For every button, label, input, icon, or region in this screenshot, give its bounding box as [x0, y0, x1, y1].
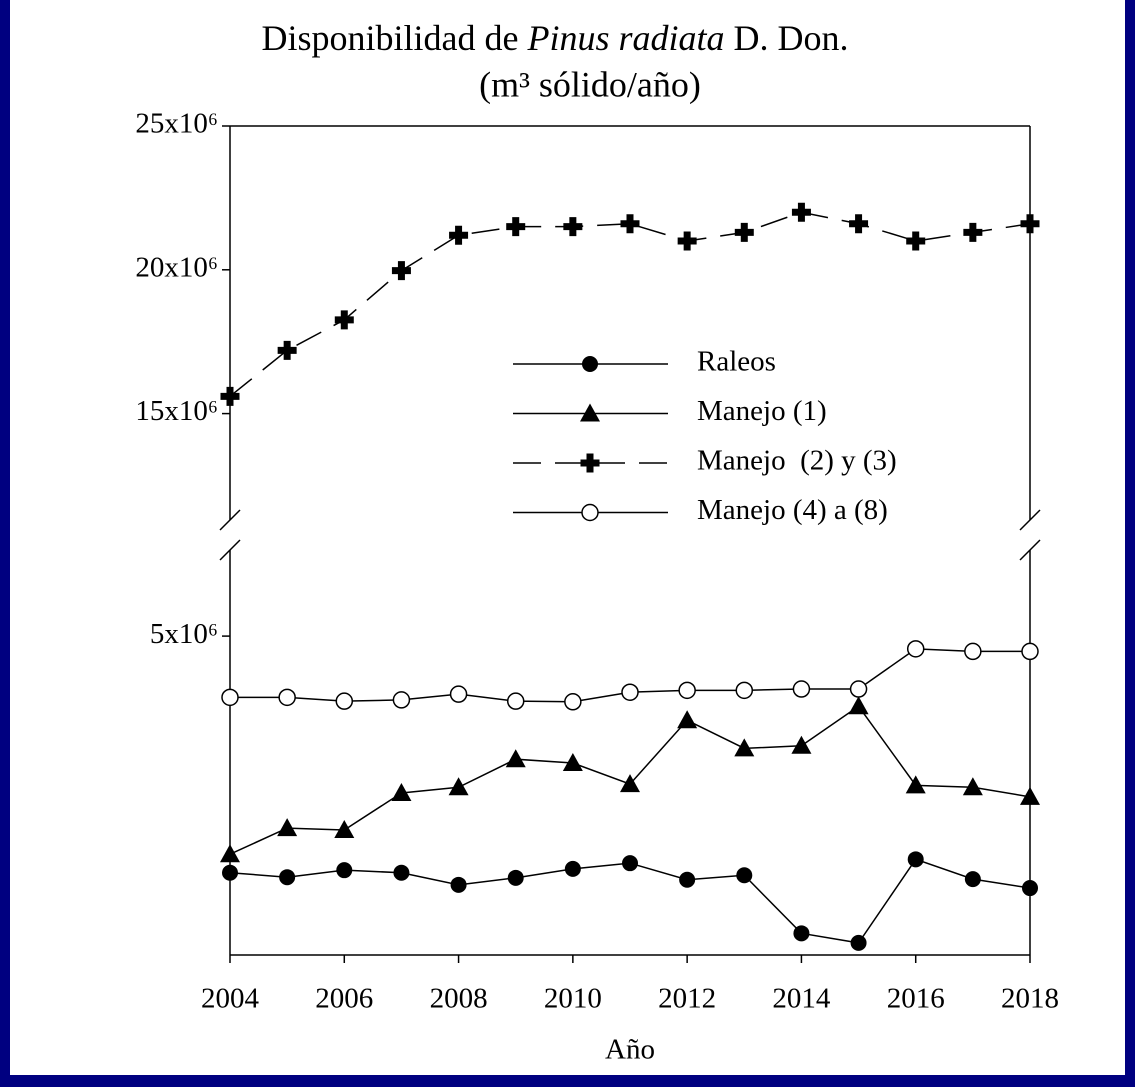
axis-break	[219, 509, 241, 531]
data-point	[450, 876, 467, 893]
data-point	[621, 683, 639, 701]
data-point	[448, 777, 469, 796]
data-point	[563, 217, 583, 237]
data-point	[222, 864, 238, 881]
series-line	[229, 211, 1031, 397]
data-point	[905, 775, 926, 794]
data-point	[334, 819, 355, 838]
data-point	[677, 231, 697, 251]
data-point	[505, 749, 526, 768]
x-tick-label: 2004	[201, 983, 260, 1015]
axis-break	[1019, 509, 1041, 531]
data-point	[507, 869, 524, 886]
data-point	[962, 777, 983, 796]
data-point	[849, 680, 868, 698]
data-point	[335, 692, 354, 710]
data-point	[849, 214, 869, 234]
data-point	[562, 753, 583, 772]
chart-title: Disponibilidad de Pinus radiata D. Don.	[262, 18, 849, 58]
data-point	[392, 691, 411, 709]
data-point	[564, 860, 581, 877]
y-tick-label: 25x10⁶	[135, 108, 218, 140]
data-point	[220, 386, 240, 406]
x-tick-label: 2006	[315, 983, 373, 1015]
chart-subtitle: (m³ sólido/año)	[479, 64, 701, 104]
data-point	[848, 696, 869, 715]
data-point	[1022, 880, 1038, 897]
data-point	[622, 855, 638, 872]
data-point	[279, 869, 296, 886]
data-point	[336, 862, 353, 879]
axis-break	[219, 539, 241, 561]
data-point	[277, 818, 298, 837]
data-point	[1020, 214, 1040, 234]
data-point	[906, 640, 925, 658]
data-point	[791, 202, 811, 222]
x-tick-label: 2016	[887, 983, 945, 1015]
x-tick-label: 2010	[544, 983, 602, 1015]
legend-marker	[582, 356, 598, 372]
legend-label: Raleos	[697, 346, 776, 378]
data-point	[735, 681, 754, 700]
data-point	[850, 934, 867, 951]
data-point	[564, 693, 582, 711]
data-point	[221, 688, 239, 707]
data-point	[277, 340, 297, 360]
data-point	[1021, 642, 1039, 661]
data-point	[793, 925, 810, 942]
data-point	[506, 692, 525, 710]
plot-background	[10, 0, 1125, 1075]
data-point	[449, 685, 468, 703]
data-point	[734, 738, 755, 757]
legend-marker	[581, 503, 599, 522]
x-tick-label: 2008	[430, 983, 488, 1015]
data-point	[964, 642, 982, 661]
legend-label: Manejo (2) y (3)	[697, 445, 897, 477]
data-point	[679, 871, 696, 888]
data-point	[620, 774, 640, 793]
data-point	[907, 851, 924, 868]
data-point	[791, 735, 812, 754]
data-point	[792, 680, 811, 698]
data-point	[506, 217, 526, 237]
legend-label: Manejo (1)	[697, 395, 827, 427]
data-point	[449, 225, 469, 245]
x-axis-label: Año	[605, 1034, 655, 1066]
data-point	[220, 844, 240, 863]
data-point	[334, 310, 354, 330]
data-point	[620, 214, 640, 234]
y-tick-label: 15x10⁶	[135, 395, 218, 427]
data-point	[906, 231, 926, 251]
x-tick-label: 2018	[1001, 983, 1059, 1015]
y-tick-label: 5x10⁶	[150, 618, 218, 650]
data-point	[964, 871, 981, 888]
x-tick-label: 2012	[658, 983, 716, 1015]
data-point	[391, 261, 411, 281]
data-point	[963, 222, 983, 242]
legend-marker	[580, 403, 600, 422]
data-point	[393, 864, 410, 881]
legend-marker	[580, 453, 600, 473]
x-tick-label: 2014	[772, 983, 831, 1015]
data-point	[677, 710, 698, 729]
data-point	[278, 688, 296, 707]
data-point	[1020, 786, 1040, 805]
legend-label: Manejo (4) a (8)	[697, 494, 888, 526]
y-tick-label: 20x10⁶	[135, 251, 218, 283]
axis-break	[1019, 539, 1041, 561]
data-point	[736, 867, 753, 884]
data-point	[678, 681, 696, 700]
data-point	[734, 222, 754, 242]
data-point	[391, 783, 412, 801]
